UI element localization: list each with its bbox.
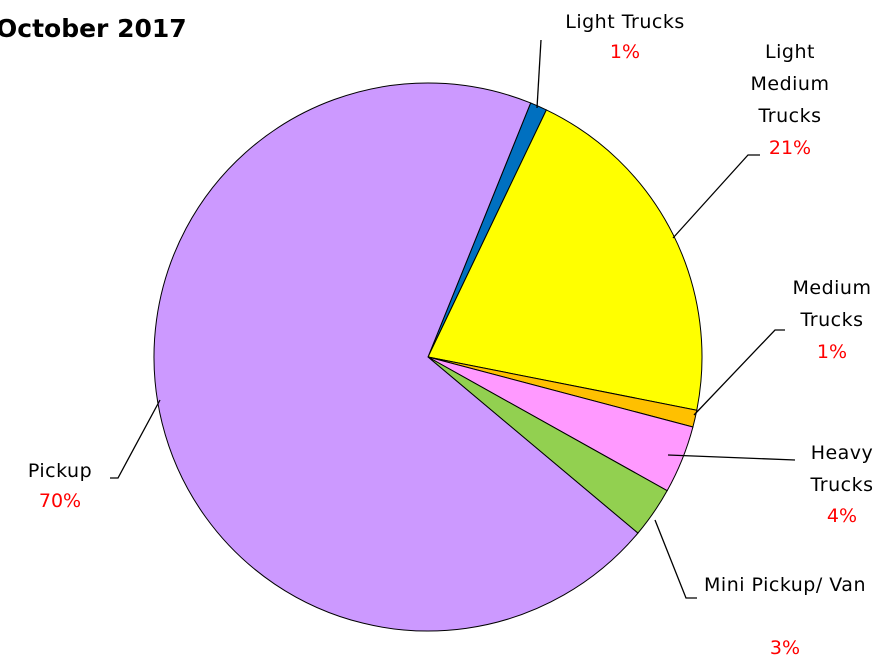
slice-value-label: 21% xyxy=(768,137,812,159)
leader-line xyxy=(667,454,796,461)
slice-value-label: 3% xyxy=(769,637,801,659)
leader-line xyxy=(654,519,697,599)
slice-value-label: 1% xyxy=(816,341,848,363)
leader-lines xyxy=(110,39,796,599)
chart-title: October 2017 xyxy=(0,14,187,43)
slice-value-label: 1% xyxy=(609,41,641,63)
slices xyxy=(153,82,703,632)
slice-label: Mini Pickup/ Van xyxy=(704,574,866,596)
slice-label: Light Medium Trucks xyxy=(750,41,830,127)
slice-label: Pickup xyxy=(27,460,93,482)
leader-line xyxy=(693,329,785,416)
leader-line xyxy=(672,154,760,239)
pie-slice xyxy=(153,82,639,632)
slice-label: Medium Trucks xyxy=(792,277,872,331)
leader-line xyxy=(110,399,161,479)
slice-label: Light Trucks xyxy=(565,11,685,33)
slice-value-label: 70% xyxy=(38,490,82,512)
pie-slice xyxy=(427,109,703,411)
slice-label: Heavy Trucks xyxy=(810,442,874,496)
leader-line xyxy=(536,39,542,109)
slice-value-label: 4% xyxy=(826,505,858,527)
